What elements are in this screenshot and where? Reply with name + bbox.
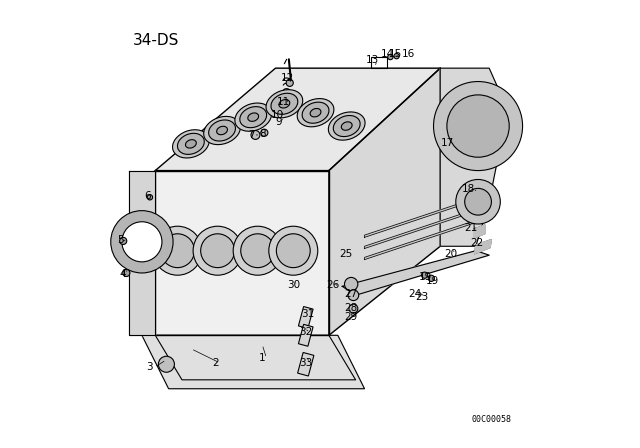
Text: 22: 22 [470,238,484,248]
Text: 33: 33 [299,358,312,368]
Ellipse shape [266,90,303,118]
Ellipse shape [204,116,241,145]
Bar [371,57,387,68]
Text: 24: 24 [408,289,422,299]
Text: 00C00058: 00C00058 [472,415,511,424]
Ellipse shape [248,113,259,121]
Circle shape [349,304,358,313]
Text: 21: 21 [464,223,477,233]
Ellipse shape [177,134,204,155]
Circle shape [233,226,282,275]
Polygon shape [156,171,329,335]
Circle shape [241,234,275,267]
Bar [298,306,313,328]
Text: 12: 12 [281,73,294,83]
Circle shape [428,275,435,281]
Ellipse shape [209,120,236,141]
Ellipse shape [235,103,271,131]
Polygon shape [142,335,365,389]
Ellipse shape [271,93,298,114]
Circle shape [422,272,428,278]
Text: 9: 9 [276,117,282,128]
Circle shape [153,226,202,275]
Circle shape [286,79,293,86]
Circle shape [161,234,195,267]
Circle shape [193,226,242,275]
Text: 11: 11 [276,97,290,107]
Polygon shape [474,225,484,238]
Bar [298,324,313,346]
Polygon shape [365,211,472,249]
Circle shape [123,269,130,276]
Text: 29: 29 [344,312,358,322]
Circle shape [201,234,234,267]
Text: 2: 2 [212,358,219,368]
Text: 19: 19 [426,276,439,286]
Text: 10: 10 [271,110,284,120]
Circle shape [348,290,359,301]
Circle shape [394,53,399,59]
Text: 14: 14 [381,49,394,59]
Circle shape [147,194,152,200]
Text: 16: 16 [401,49,415,59]
Polygon shape [365,199,472,237]
Circle shape [433,82,523,171]
Text: 4: 4 [120,269,127,279]
Ellipse shape [279,99,290,108]
Ellipse shape [173,130,209,158]
Circle shape [120,237,127,245]
Text: 7: 7 [248,130,255,140]
Text: 6: 6 [144,191,150,202]
Text: 27: 27 [344,289,358,299]
Ellipse shape [240,107,267,128]
Polygon shape [474,240,492,254]
Circle shape [122,222,162,262]
Text: 34-DS: 34-DS [133,33,179,47]
Text: 31: 31 [301,310,314,319]
Bar [298,353,314,376]
Ellipse shape [310,108,321,117]
Text: 26: 26 [326,280,339,290]
Ellipse shape [328,112,365,140]
Text: 8: 8 [260,129,266,139]
Text: 25: 25 [339,249,353,259]
Text: 17: 17 [441,138,454,148]
Text: 18: 18 [461,184,475,194]
Text: 19: 19 [419,271,432,281]
Ellipse shape [297,99,334,127]
Circle shape [447,95,509,157]
Text: 3: 3 [147,362,153,372]
Ellipse shape [186,140,196,148]
Circle shape [276,234,310,267]
Circle shape [260,129,268,136]
Circle shape [158,356,175,372]
Ellipse shape [302,102,329,123]
Text: 23: 23 [415,292,428,302]
Polygon shape [156,335,356,380]
Ellipse shape [341,122,352,130]
Circle shape [465,188,492,215]
Circle shape [456,180,500,224]
Text: 30: 30 [287,280,300,290]
Text: 13: 13 [366,55,379,65]
Circle shape [388,54,393,60]
Ellipse shape [217,126,227,135]
Polygon shape [342,251,489,295]
Polygon shape [365,222,472,260]
Text: 5: 5 [117,236,124,246]
Text: 32: 32 [299,327,312,337]
Text: 15: 15 [388,49,402,59]
Circle shape [269,226,318,275]
Circle shape [251,130,260,139]
Text: 28: 28 [344,303,358,313]
Polygon shape [156,68,440,171]
Polygon shape [329,68,440,335]
Ellipse shape [333,116,360,137]
Circle shape [344,277,358,291]
Polygon shape [129,171,156,335]
Text: 1: 1 [259,353,266,363]
Circle shape [111,211,173,273]
Text: 20: 20 [444,249,457,259]
Polygon shape [440,68,507,246]
